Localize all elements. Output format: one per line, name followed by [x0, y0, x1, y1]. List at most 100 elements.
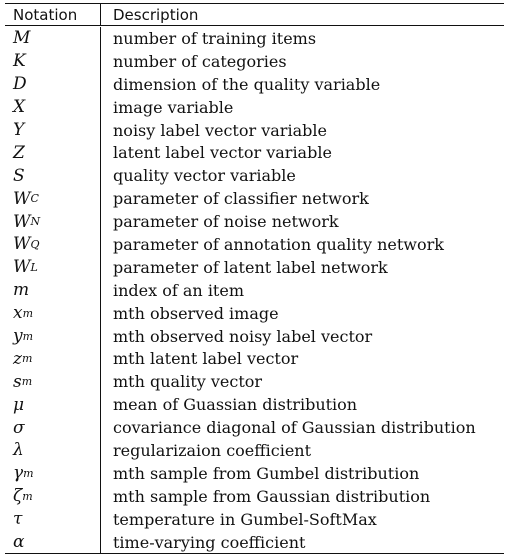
- description-cell: number of categories: [113, 51, 287, 71]
- description-cell: regularizaion coefficient: [113, 440, 312, 460]
- description-cell: mean of Guassian distribution: [113, 395, 358, 415]
- top-rule: [5, 3, 504, 4]
- header-row: Notation Description: [5, 4, 504, 25]
- table-row: α time-varying coefficient: [5, 530, 504, 554]
- notation-symbol: M: [13, 28, 31, 49]
- notation-symbol: s: [13, 371, 22, 392]
- notation-subscript: m: [21, 352, 33, 366]
- notation-symbol: S: [13, 165, 25, 186]
- description-cell: number of training items: [113, 28, 317, 48]
- description-cell: quality vector variable: [113, 166, 296, 186]
- notation-cell: μ: [5, 393, 101, 417]
- notation-subscript: m: [22, 489, 33, 503]
- description-cell: mth quality vector: [113, 372, 263, 392]
- notation-subscript: Q: [30, 237, 40, 251]
- description-cell: noisy label vector variable: [113, 120, 327, 140]
- header-description: Description: [113, 5, 199, 24]
- description-cell: time-varying coefficient: [113, 532, 306, 552]
- table-row: z m mth latent label vector: [5, 347, 504, 371]
- table-row: γ m mth sample from Gumbel distribution: [5, 461, 504, 485]
- description-cell: mth latent label vector: [113, 349, 299, 369]
- description-cell: parameter of noise network: [113, 212, 339, 232]
- notation-cell: m: [5, 278, 101, 302]
- notation-subscript: N: [30, 215, 41, 229]
- notation-symbol: τ: [13, 509, 23, 530]
- notation-cell: α: [5, 530, 101, 554]
- notation-symbol: y: [13, 326, 23, 347]
- notation-cell: Z: [5, 141, 101, 165]
- notation-symbol: W: [13, 211, 31, 232]
- notation-subscript: m: [22, 329, 34, 343]
- notation-cell: Y: [5, 118, 101, 142]
- description-cell: mth observed noisy label vector: [113, 326, 373, 346]
- table-row: λ regularizaion coefficient: [5, 439, 504, 462]
- notation-cell: M: [5, 27, 101, 50]
- table-row: μ mean of Guassian distribution: [5, 393, 504, 417]
- description-cell: parameter of classifier network: [113, 189, 369, 209]
- description-cell: covariance diagonal of Gaussian distribu…: [113, 418, 476, 438]
- table-row: s m mth quality vector: [5, 370, 504, 394]
- notation-symbol: W: [13, 234, 31, 255]
- notation-symbol: α: [13, 532, 25, 553]
- description-cell: mth observed image: [113, 303, 279, 323]
- bottom-rule: [5, 553, 504, 555]
- notation-symbol: K: [13, 51, 26, 72]
- notation-subscript: C: [30, 192, 39, 206]
- description-cell: parameter of annotation quality network: [113, 234, 444, 254]
- notation-cell: D: [5, 72, 101, 96]
- header-rule: [5, 25, 504, 26]
- table-row: y m mth observed noisy label vector: [5, 324, 504, 348]
- notation-subscript: m: [21, 375, 33, 389]
- notation-cell: σ: [5, 416, 101, 440]
- notation-symbol: Z: [13, 142, 25, 163]
- notation-cell: S: [5, 164, 101, 188]
- notation-symbol: D: [13, 74, 27, 95]
- notation-cell: τ: [5, 507, 101, 531]
- description-cell: index of an item: [113, 280, 244, 300]
- description-cell: temperature in Gumbel-SoftMax: [113, 509, 377, 529]
- notation-symbol: γ: [13, 463, 24, 484]
- notation-subscript: m: [23, 466, 34, 480]
- notation-subscript: m: [22, 306, 34, 320]
- notation-symbol: X: [13, 97, 26, 118]
- notation-symbol: z: [13, 348, 22, 369]
- table-row: m index of an item: [5, 278, 504, 302]
- notation-symbol: ζ: [13, 486, 23, 507]
- table-row: σ covariance diagonal of Gaussian distrib…: [5, 416, 504, 440]
- notation-subscript: L: [30, 260, 38, 274]
- notation-symbol: Y: [13, 120, 25, 140]
- notation-cell: λ: [5, 439, 101, 462]
- table-row: x m mth observed image: [5, 301, 504, 325]
- notation-symbol: σ: [13, 417, 25, 438]
- description-cell: dimension of the quality variable: [113, 74, 381, 94]
- table-row: τ temperature in Gumbel-SoftMax: [5, 507, 504, 531]
- notation-symbol: μ: [13, 394, 25, 415]
- description-cell: latent label vector variable: [113, 143, 332, 163]
- description-cell: mth sample from Gumbel distribution: [113, 463, 420, 483]
- description-cell: image variable: [113, 97, 234, 117]
- notation-cell: K: [5, 49, 101, 73]
- notation-symbol: W: [13, 188, 31, 209]
- header-notation: Notation: [5, 4, 101, 25]
